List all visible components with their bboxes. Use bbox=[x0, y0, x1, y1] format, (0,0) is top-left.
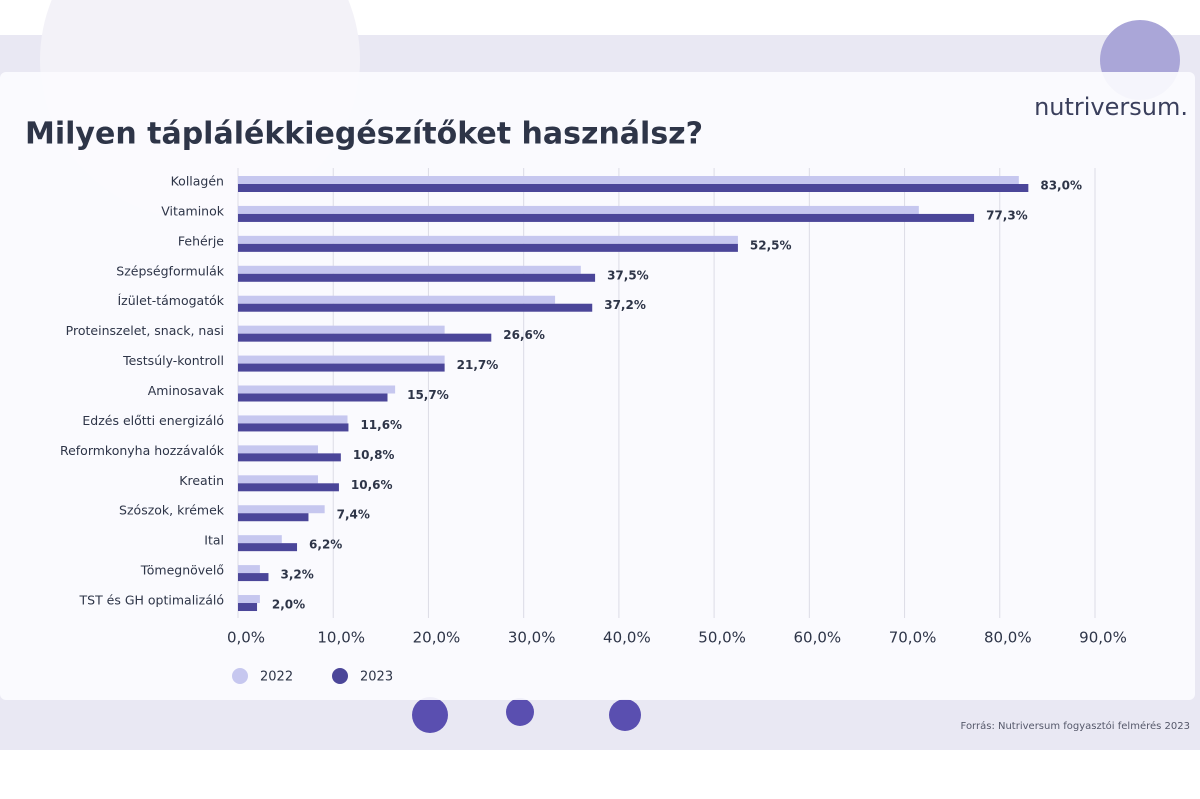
x-tick-label: 0,0% bbox=[227, 629, 265, 647]
bar bbox=[238, 453, 341, 462]
y-tick-label: Reformkonyha hozzávalók bbox=[60, 443, 225, 458]
x-tick-label: 80,0% bbox=[984, 629, 1032, 647]
legend-label: 2022 bbox=[260, 670, 293, 685]
bar bbox=[238, 445, 318, 454]
brand-logo: nutriversum. bbox=[1034, 93, 1188, 121]
x-tick-label: 60,0% bbox=[794, 629, 842, 647]
bar bbox=[238, 595, 260, 604]
value-label: 77,3% bbox=[986, 208, 1028, 222]
value-label: 52,5% bbox=[750, 238, 792, 252]
x-tick-label: 20,0% bbox=[413, 629, 461, 647]
y-tick-label: Szépségformulák bbox=[116, 263, 224, 278]
bar bbox=[238, 513, 309, 522]
bar bbox=[238, 573, 269, 582]
y-tick-label: Ital bbox=[204, 533, 224, 548]
value-label: 21,7% bbox=[457, 358, 499, 372]
value-label: 6,2% bbox=[309, 538, 342, 552]
y-tick-label: TST és GH optimalizáló bbox=[79, 593, 225, 608]
y-tick-label: Ízület-támogatók bbox=[117, 293, 224, 308]
value-label: 26,6% bbox=[503, 328, 545, 342]
bar bbox=[238, 213, 975, 222]
source-note: Forrás: Nutriversum fogyasztói felmérés … bbox=[961, 720, 1190, 732]
x-tick-label: 50,0% bbox=[698, 629, 746, 647]
decoration bbox=[609, 699, 641, 731]
x-tick-label: 30,0% bbox=[508, 629, 556, 647]
bar bbox=[238, 535, 282, 544]
value-label: 10,8% bbox=[353, 448, 395, 462]
bar bbox=[238, 333, 492, 342]
x-tick-label: 90,0% bbox=[1079, 629, 1127, 647]
y-tick-label: Szószok, krémek bbox=[119, 503, 225, 518]
y-tick-label: Aminosavak bbox=[148, 383, 225, 398]
y-tick-label: Edzés előtti energizáló bbox=[82, 413, 224, 428]
decoration bbox=[506, 698, 534, 726]
value-label: 10,6% bbox=[351, 478, 393, 492]
y-tick-label: Kollagén bbox=[171, 174, 224, 189]
bar bbox=[238, 603, 258, 612]
y-tick-label: Kreatin bbox=[179, 473, 224, 488]
value-label: 11,6% bbox=[360, 418, 402, 432]
bar bbox=[238, 393, 388, 402]
y-tick-label: Vitaminok bbox=[161, 203, 225, 218]
y-tick-label: Fehérje bbox=[178, 233, 224, 248]
legend-label: 2023 bbox=[360, 670, 393, 685]
bar bbox=[238, 205, 919, 214]
y-tick-label: Tömegnövelő bbox=[140, 563, 224, 578]
value-label: 37,5% bbox=[607, 268, 649, 282]
bar bbox=[238, 483, 339, 492]
value-label: 3,2% bbox=[280, 568, 313, 582]
legend-marker bbox=[232, 668, 248, 684]
x-tick-label: 10,0% bbox=[317, 629, 365, 647]
bar bbox=[238, 243, 738, 252]
decoration bbox=[412, 697, 448, 733]
x-tick-label: 40,0% bbox=[603, 629, 651, 647]
bar bbox=[238, 176, 1019, 184]
bar bbox=[238, 235, 738, 244]
bar bbox=[238, 565, 260, 574]
value-label: 7,4% bbox=[337, 508, 370, 522]
x-tick-label: 70,0% bbox=[889, 629, 937, 647]
card bbox=[0, 72, 1195, 700]
bar bbox=[238, 355, 445, 364]
bar bbox=[238, 295, 556, 304]
bar bbox=[238, 325, 445, 334]
value-label: 37,2% bbox=[604, 298, 646, 312]
bar bbox=[238, 423, 349, 432]
bar bbox=[238, 543, 298, 552]
value-label: 83,0% bbox=[1040, 179, 1082, 193]
chart-title: Milyen táplálékkiegészítőket használsz? bbox=[25, 117, 703, 152]
legend-marker bbox=[332, 668, 348, 684]
value-label: 15,7% bbox=[407, 388, 449, 402]
bar bbox=[238, 265, 581, 274]
bar bbox=[238, 273, 596, 282]
bar bbox=[238, 303, 593, 312]
value-label: 2,0% bbox=[272, 598, 305, 612]
bar bbox=[238, 505, 325, 514]
bar bbox=[238, 363, 445, 372]
y-tick-label: Testsúly-kontroll bbox=[122, 353, 224, 368]
bar bbox=[238, 184, 1029, 192]
bar bbox=[238, 415, 348, 424]
bar bbox=[238, 385, 396, 394]
bar bbox=[238, 475, 318, 484]
y-tick-label: Proteinszelet, snack, nasi bbox=[66, 323, 224, 338]
